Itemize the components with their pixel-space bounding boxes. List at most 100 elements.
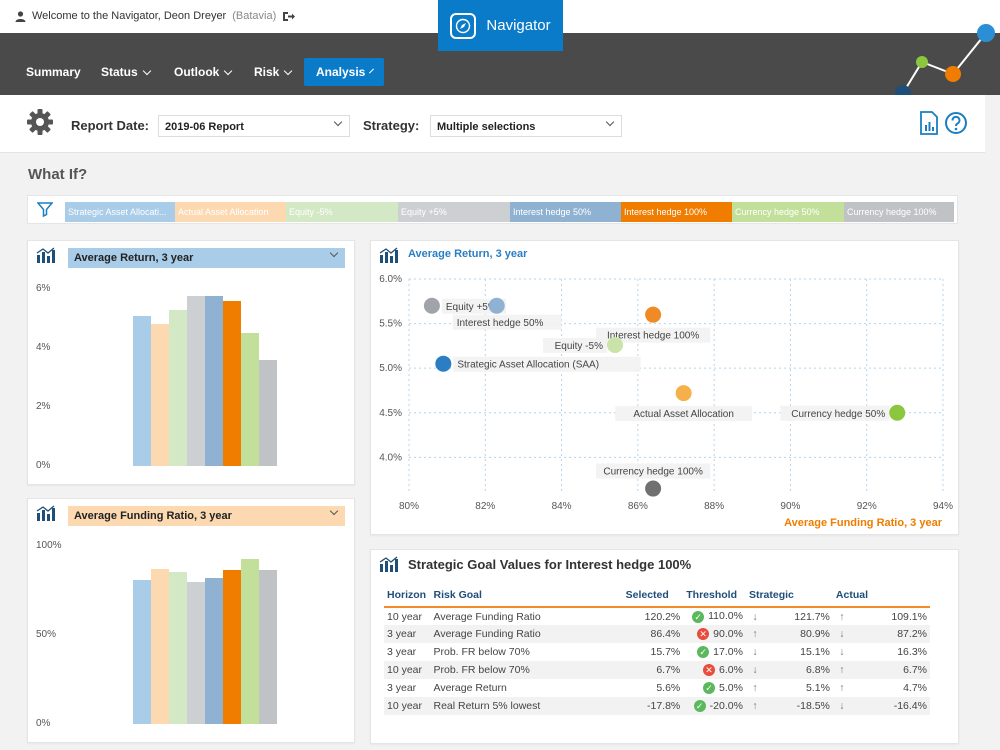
point-label-bg: [595, 327, 711, 343]
scatter-point[interactable]: [645, 306, 662, 323]
page-title: What If?: [28, 166, 88, 183]
y-tick-label: 2%: [36, 401, 51, 412]
y-tick-label: 0%: [36, 718, 51, 729]
chart-bar[interactable]: [169, 309, 187, 466]
user-icon: [15, 10, 26, 22]
cell-selected: 6.7%: [622, 661, 684, 679]
cell-risk-goal: Average Return: [433, 682, 507, 694]
scatter-point[interactable]: [645, 480, 662, 497]
table-row[interactable]: 10 year Average Funding Ratio 120.2% ✓ 110.0…: [384, 607, 930, 625]
legend-item-scenario[interactable]: Currency hedge 100%: [844, 202, 954, 222]
chart-bar[interactable]: [151, 568, 169, 724]
chart-bar[interactable]: [205, 577, 223, 724]
table-row[interactable]: 10 year Prob. FR below 70% 6.7% ✕ 6.0% ↓ 6.8% ↑…: [384, 661, 930, 679]
chart-bar[interactable]: [133, 579, 151, 724]
legend-item-scenario[interactable]: Interest hedge 100%: [621, 202, 732, 222]
cell-risk-goal: Prob. FR below 70%: [433, 646, 530, 658]
y-tick-label: 4.5%: [379, 408, 402, 419]
strategy-select[interactable]: Multiple selections: [430, 115, 622, 137]
logout-icon[interactable]: [282, 11, 296, 22]
table-row[interactable]: 3 year Average Return 5.6% ✓ 5.0% ↑ 5.1% ↑ 4.7%: [384, 679, 930, 697]
metric-dropdown[interactable]: Average Return, 3 year: [68, 248, 345, 268]
cell-horizon: 3 year: [384, 625, 431, 643]
legend-item-scenario[interactable]: Equity +5%: [398, 202, 510, 222]
filter-icon[interactable]: [37, 201, 53, 217]
point-label-bg: [452, 314, 562, 330]
chart-bar[interactable]: [259, 359, 277, 466]
col-threshold[interactable]: Threshold: [683, 583, 746, 608]
chart-bar[interactable]: [133, 315, 151, 466]
cell-threshold: ✓ 17.0%: [683, 643, 746, 661]
nav-analysis[interactable]: Analysis: [304, 58, 384, 86]
average-return-card: Average Return, 3 year 6% 4% 2% 0%: [27, 240, 355, 485]
table-row[interactable]: 10 year Real Return 5% lowest -17.8% ✓ -20.0…: [384, 697, 930, 715]
report-date-select[interactable]: 2019-06 Report: [158, 115, 350, 137]
strategic-value: 6.8%: [805, 664, 830, 676]
scatter-point[interactable]: [435, 355, 452, 372]
chart-bar[interactable]: [241, 558, 259, 724]
legend-item-scenario[interactable]: Currency hedge 50%: [732, 202, 844, 222]
nav-outlook[interactable]: Outlook: [162, 58, 243, 86]
chart-bar[interactable]: [205, 296, 223, 466]
x-tick-label: 84%: [552, 501, 572, 512]
chart-bar[interactable]: [187, 296, 205, 466]
legend-item-scenario[interactable]: Interest hedge 50%: [510, 202, 621, 222]
col-horizon[interactable]: Horizon: [384, 583, 431, 608]
cell-strategic: ↓ 121.7%: [746, 607, 833, 625]
actual-value: 87.2%: [897, 628, 927, 640]
nav-summary[interactable]: Summary: [14, 58, 93, 86]
brand-logo[interactable]: Navigator: [438, 0, 563, 51]
point-label-bg: [615, 406, 753, 422]
table-row[interactable]: 3 year Average Funding Ratio 86.4% ✕ 90.0% ↑ 8…: [384, 625, 930, 643]
legend-item-scenario[interactable]: Strategic Asset Allocati...: [65, 202, 175, 222]
cell-selected: 5.6%: [656, 682, 681, 694]
cell-risk-goal: Prob. FR below 70%: [430, 661, 623, 679]
scatter-point[interactable]: [606, 336, 623, 353]
scatter-point[interactable]: [488, 297, 505, 314]
actual-value: 16.3%: [897, 646, 927, 658]
strategic-goals-card: Strategic Goal Values for Interest hedge…: [370, 549, 959, 744]
scatter-point[interactable]: [675, 385, 692, 402]
x-tick-label: 82%: [475, 501, 495, 512]
cell-threshold: ✓ -20.0%: [683, 697, 746, 715]
actual-value: 6.7%: [903, 664, 927, 676]
strategic-value: -18.5%: [796, 700, 830, 712]
check-icon: ✓: [703, 682, 716, 695]
threshold-value: -20.0%: [709, 699, 743, 712]
report-export-icon[interactable]: [919, 111, 939, 135]
metric-dropdown[interactable]: Average Funding Ratio, 3 year: [68, 506, 345, 526]
gear-icon[interactable]: [26, 108, 54, 136]
chart-bar[interactable]: [223, 570, 241, 724]
y-tick-label: 4%: [36, 342, 51, 353]
arrow-up-icon: ↑: [839, 664, 845, 676]
scatter-point[interactable]: [889, 404, 906, 421]
nav-analysis-label: Analysis: [316, 65, 366, 79]
scatter-point[interactable]: [423, 297, 440, 314]
x-tick-label: 92%: [857, 501, 877, 512]
point-label-bg: [780, 405, 890, 421]
arrow-down-icon: ↓: [839, 646, 845, 658]
col-risk-goal[interactable]: Risk Goal: [430, 583, 623, 608]
organization-text: (Batavia): [232, 10, 277, 22]
nav-status[interactable]: Status: [89, 58, 162, 86]
chart-bar[interactable]: [223, 300, 241, 466]
chart-bar[interactable]: [187, 581, 205, 724]
legend-item-scenario[interactable]: Equity -5%: [286, 202, 398, 222]
table-row[interactable]: 3 year Prob. FR below 70% 15.7% ✓ 17.0% ↓ 15.1…: [384, 643, 930, 661]
strategic-value: 5.1%: [805, 682, 830, 694]
help-icon[interactable]: [944, 111, 968, 135]
chart-icon: [379, 247, 398, 263]
col-actual[interactable]: Actual: [832, 583, 930, 608]
threshold-value: 110.0%: [708, 610, 743, 623]
chart-bar[interactable]: [151, 324, 169, 466]
chart-bar[interactable]: [241, 333, 259, 466]
chart-bar[interactable]: [259, 570, 277, 724]
nav-risk[interactable]: Risk: [242, 58, 303, 86]
cell-risk-goal: Average Funding Ratio: [430, 625, 623, 643]
actual-value: 4.7%: [903, 682, 927, 694]
col-selected[interactable]: Selected: [622, 583, 684, 608]
welcome-text: Welcome to the Navigator, Deon Dreyer: [32, 10, 227, 22]
chart-bar[interactable]: [169, 571, 187, 724]
legend-item-scenario[interactable]: Actual Asset Allocation: [175, 202, 286, 222]
col-strategic[interactable]: Strategic: [745, 583, 833, 608]
